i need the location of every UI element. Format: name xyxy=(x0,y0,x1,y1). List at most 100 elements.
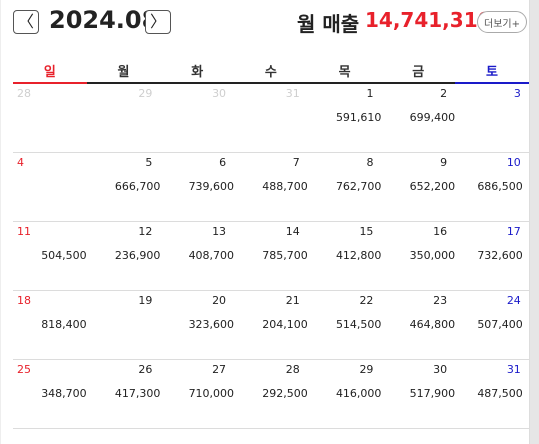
day-number: 1 xyxy=(366,87,374,100)
calendar-day-cell[interactable]: 22 514,500 xyxy=(308,291,382,359)
calendar-day-cell[interactable]: 24 507,400 xyxy=(455,291,529,359)
daily-sales-amount: 204,100 xyxy=(262,318,308,331)
daily-sales-amount: 507,400 xyxy=(477,318,523,331)
month-title: 2024.08 xyxy=(49,6,159,34)
chevron-right-icon: 〉 xyxy=(149,12,166,31)
calendar-day-cell[interactable]: 16 350,000 xyxy=(381,222,456,290)
calendar-day-cell[interactable]: 12 236,900 xyxy=(87,222,161,290)
daily-sales-amount: 652,200 xyxy=(409,180,456,193)
daily-sales-amount: 412,800 xyxy=(335,249,382,262)
calendar-header: 〈 2024.08 〉 월 매출 14,741,310 더보기+ xyxy=(1,0,531,50)
calendar-day-cell[interactable]: 28 xyxy=(13,84,87,152)
day-number: 11 xyxy=(17,225,31,238)
calendar-day-cell[interactable]: 28 292,500 xyxy=(234,360,308,428)
calendar-week-row: 18 818,400 19 20 323,600 21 204,100 22 514,500 23… xyxy=(13,291,529,360)
calendar-week-row: 28 29 30 31 1 591,610 2 699,400 3 xyxy=(13,84,529,153)
day-number: 12 xyxy=(138,225,153,238)
calendar-day-cell[interactable]: 8 762,700 xyxy=(308,153,382,221)
calendar-day-cell[interactable]: 18 818,400 xyxy=(13,291,87,359)
daily-sales-amount: 591,610 xyxy=(335,111,382,124)
calendar-day-cell[interactable]: 15 412,800 xyxy=(308,222,382,290)
daily-sales-amount: 487,500 xyxy=(477,387,523,400)
weekday-sat: 토 xyxy=(455,58,529,84)
calendar-day-cell[interactable]: 17 732,600 xyxy=(455,222,529,290)
day-number: 21 xyxy=(285,294,300,307)
day-number: 6 xyxy=(219,156,227,169)
calendar-day-cell[interactable]: 31 xyxy=(234,84,308,152)
calendar-day-cell[interactable]: 7 488,700 xyxy=(234,153,308,221)
day-number: 2 xyxy=(440,87,448,100)
calendar-day-cell[interactable]: 26 417,300 xyxy=(87,360,161,428)
weekday-wed: 수 xyxy=(264,65,277,80)
calendar-week-row: 11 504,500 12 236,900 13 408,700 14 785,700 15 41… xyxy=(13,222,529,291)
calendar-day-cell[interactable]: 30 517,900 xyxy=(381,360,456,428)
daily-sales-amount: 323,600 xyxy=(188,318,235,331)
day-number: 23 xyxy=(433,294,448,307)
day-number: 24 xyxy=(506,294,521,307)
calendar-day-cell[interactable]: 9 652,200 xyxy=(381,153,456,221)
daily-sales-amount: 785,700 xyxy=(262,249,308,262)
day-number: 10 xyxy=(506,156,521,169)
calendar-day-cell[interactable]: 31 487,500 xyxy=(455,360,529,428)
next-month-button[interactable]: 〉 xyxy=(145,10,171,34)
daily-sales-amount: 517,900 xyxy=(409,387,456,400)
weekday-mon: 월 xyxy=(117,65,130,80)
prev-month-button[interactable]: 〈 xyxy=(13,10,39,34)
daily-sales-amount: 818,400 xyxy=(41,318,87,331)
calendar-day-cell[interactable]: 11 504,500 xyxy=(13,222,87,290)
daily-sales-amount: 236,900 xyxy=(114,249,161,262)
calendar-day-cell[interactable]: 1 591,610 xyxy=(308,84,382,152)
day-number: 28 xyxy=(285,363,300,376)
calendar-day-cell[interactable]: 29 xyxy=(87,84,161,152)
daily-sales-amount: 488,700 xyxy=(262,180,308,193)
weekday-fri: 금 xyxy=(412,65,425,80)
day-number: 26 xyxy=(138,363,153,376)
more-button[interactable]: 더보기+ xyxy=(477,11,527,33)
daily-sales-amount: 514,500 xyxy=(335,318,382,331)
day-number: 18 xyxy=(17,294,31,307)
day-number: 30 xyxy=(433,363,448,376)
calendar-day-cell[interactable]: 20 323,600 xyxy=(160,291,235,359)
day-number: 3 xyxy=(513,87,521,100)
daily-sales-amount: 408,700 xyxy=(188,249,235,262)
day-number: 16 xyxy=(433,225,448,238)
calendar-day-cell[interactable]: 19 xyxy=(87,291,161,359)
day-number: 31 xyxy=(285,87,300,100)
calendar-day-cell[interactable]: 25 348,700 xyxy=(13,360,87,428)
day-number: 25 xyxy=(17,363,31,376)
day-number: 4 xyxy=(17,156,24,169)
weekday-sun: 일 xyxy=(13,58,87,84)
calendar-day-cell[interactable]: 6 739,600 xyxy=(160,153,235,221)
daily-sales-amount: 666,700 xyxy=(114,180,161,193)
daily-sales-amount: 464,800 xyxy=(409,318,456,331)
day-number: 30 xyxy=(212,87,227,100)
day-number: 19 xyxy=(138,294,153,307)
weekday-header: 일 월 화 수 목 금 토 xyxy=(13,58,529,84)
calendar-day-cell[interactable]: 5 666,700 xyxy=(87,153,161,221)
calendar-day-cell[interactable]: 27 710,000 xyxy=(160,360,235,428)
calendar-day-cell[interactable]: 10 686,500 xyxy=(455,153,529,221)
day-number: 29 xyxy=(359,363,374,376)
day-number: 7 xyxy=(292,156,300,169)
calendar-day-cell[interactable]: 23 464,800 xyxy=(381,291,456,359)
calendar-grid: 28 29 30 31 1 591,610 2 699,400 3 4 5 666,700 6 739,6… xyxy=(13,84,529,429)
day-number: 31 xyxy=(506,363,521,376)
day-number: 22 xyxy=(359,294,374,307)
calendar-day-cell[interactable]: 30 xyxy=(160,84,234,152)
calendar-day-cell[interactable]: 21 204,100 xyxy=(234,291,308,359)
daily-sales-amount: 417,300 xyxy=(114,387,161,400)
day-number: 5 xyxy=(145,156,153,169)
calendar-day-cell[interactable]: 14 785,700 xyxy=(234,222,308,290)
calendar-day-cell[interactable]: 4 xyxy=(13,153,87,221)
calendar-day-cell[interactable]: 3 xyxy=(455,84,529,152)
day-number: 27 xyxy=(212,363,227,376)
calendar-day-cell[interactable]: 13 408,700 xyxy=(160,222,235,290)
day-number: 17 xyxy=(506,225,521,238)
calendar-day-cell[interactable]: 29 416,000 xyxy=(308,360,382,428)
monthly-sales-value: 14,741,310 xyxy=(365,8,492,32)
day-number: 14 xyxy=(285,225,300,238)
day-number: 29 xyxy=(138,87,153,100)
calendar-day-cell[interactable]: 2 699,400 xyxy=(381,84,456,152)
daily-sales-amount: 699,400 xyxy=(409,111,456,124)
